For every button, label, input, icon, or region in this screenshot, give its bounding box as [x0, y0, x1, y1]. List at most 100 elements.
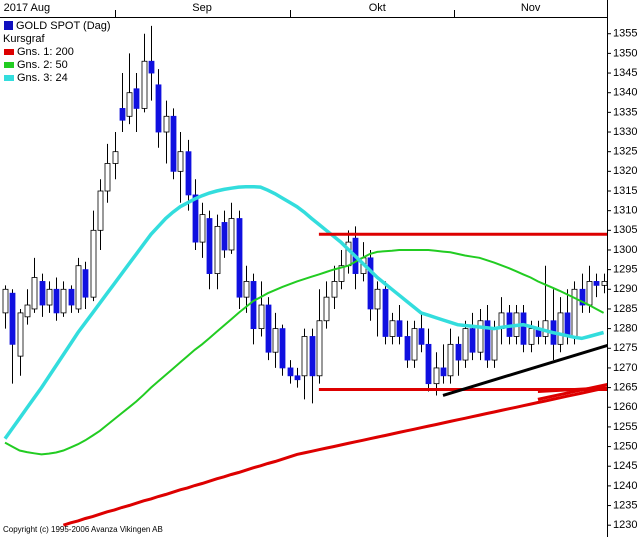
candle-body — [557, 312, 564, 345]
footer: Copyright (c) 1995-2006 Avanza Vikingen … — [3, 525, 163, 534]
y-tick-label: 1340 — [613, 87, 637, 99]
y-tick-label: 1270 — [613, 362, 637, 374]
candle-body — [53, 288, 60, 314]
y-tick-label: 1310 — [613, 205, 637, 217]
candle-body — [374, 288, 381, 310]
candle-body — [338, 265, 345, 282]
moving-average-line — [4, 249, 605, 456]
candle-body — [68, 288, 75, 306]
y-tick-label: 1355 — [613, 28, 637, 40]
legend: GOLD SPOT (Dag) Kursgraf Gns. 1: 200Gns.… — [3, 20, 111, 84]
legend-swatch — [4, 75, 14, 81]
x-tick-label: Sep — [192, 2, 212, 14]
candle-body — [564, 312, 571, 337]
y-tick-label: 1230 — [613, 519, 637, 531]
candle-body — [112, 151, 119, 164]
candle-body — [97, 190, 104, 231]
y-tick-label: 1275 — [613, 342, 637, 354]
y-tick-label: 1350 — [613, 47, 637, 59]
candle-body — [2, 288, 9, 314]
y-tick-label: 1235 — [613, 499, 637, 511]
candle-body — [455, 343, 462, 361]
y-tick-label: 1255 — [613, 421, 637, 433]
candle-body — [60, 288, 67, 314]
trend-line — [442, 343, 607, 397]
candle-body — [425, 343, 432, 385]
moving-average-line — [62, 386, 604, 527]
x-tick-label: 2017 Aug — [4, 2, 51, 14]
legend-label: Gns. 3: 24 — [17, 72, 68, 84]
y-tick-label: 1345 — [613, 67, 637, 79]
y-tick-label: 1240 — [613, 480, 637, 492]
y-tick-label: 1290 — [613, 283, 637, 295]
y-tick-label: 1260 — [613, 401, 637, 413]
candle-body — [90, 229, 97, 298]
y-tick-label: 1330 — [613, 126, 637, 138]
legend-subtitle: Kursgraf — [3, 33, 46, 45]
candle-body — [258, 304, 265, 330]
y-tick-label: 1265 — [613, 381, 637, 393]
candle-body — [39, 281, 46, 306]
candle-body — [528, 328, 535, 345]
candle-body — [396, 320, 403, 337]
candle-body — [411, 328, 418, 361]
candle-body — [155, 84, 162, 133]
x-tick-label: Nov — [521, 2, 541, 14]
candle-body — [272, 328, 279, 353]
candle-body — [170, 115, 177, 172]
legend-swatch — [4, 21, 13, 30]
candle-body — [141, 60, 148, 109]
candle-body — [404, 336, 411, 361]
candle-body — [192, 194, 199, 243]
candle-body — [17, 312, 24, 357]
candle-body — [104, 163, 111, 192]
candle-body — [301, 336, 308, 377]
candle-body — [177, 151, 184, 172]
candle-body — [520, 312, 527, 345]
y-tick-label: 1280 — [613, 323, 637, 335]
y-tick-label: 1335 — [613, 106, 637, 118]
candle-body — [382, 288, 389, 337]
candle-body — [228, 218, 235, 251]
candle-body — [309, 336, 316, 377]
candle-body — [221, 222, 228, 251]
x-tick-label: Okt — [369, 2, 386, 14]
plot-area — [2, 25, 607, 527]
candle-body — [601, 281, 607, 286]
candle-body — [24, 304, 31, 318]
candle-body — [491, 328, 498, 361]
y-tick-label: 1245 — [613, 460, 637, 472]
legend-swatch — [4, 62, 14, 68]
trend-line — [537, 382, 607, 401]
candle-body — [214, 225, 221, 274]
candle-body — [440, 367, 447, 377]
candle-body — [593, 281, 600, 286]
candle-body — [433, 367, 440, 385]
trend-line — [537, 386, 607, 394]
candle-body — [148, 60, 155, 74]
candle-body — [279, 328, 286, 369]
candle-body — [163, 115, 170, 133]
candle-body — [31, 277, 38, 310]
candle-body — [126, 92, 133, 117]
candle-body — [82, 269, 89, 298]
legend-title: GOLD SPOT (Dag) — [16, 20, 111, 32]
y-tick-label: 1320 — [613, 165, 637, 177]
candle-body — [243, 281, 250, 298]
y-tick-label: 1325 — [613, 146, 637, 158]
candle-body — [9, 292, 16, 345]
legend-swatch — [4, 49, 14, 55]
candle-body — [462, 328, 469, 361]
candle-body — [477, 320, 484, 353]
candle-body — [418, 328, 425, 345]
candle-body — [199, 214, 206, 243]
candle-body — [484, 320, 491, 361]
candle-body — [579, 288, 586, 306]
candle-body — [469, 328, 476, 353]
moving-average-line — [3, 184, 605, 440]
candle-body — [133, 88, 140, 109]
y-tick-label: 1315 — [613, 185, 637, 197]
candle-body — [389, 320, 396, 337]
candle-body — [206, 218, 213, 274]
